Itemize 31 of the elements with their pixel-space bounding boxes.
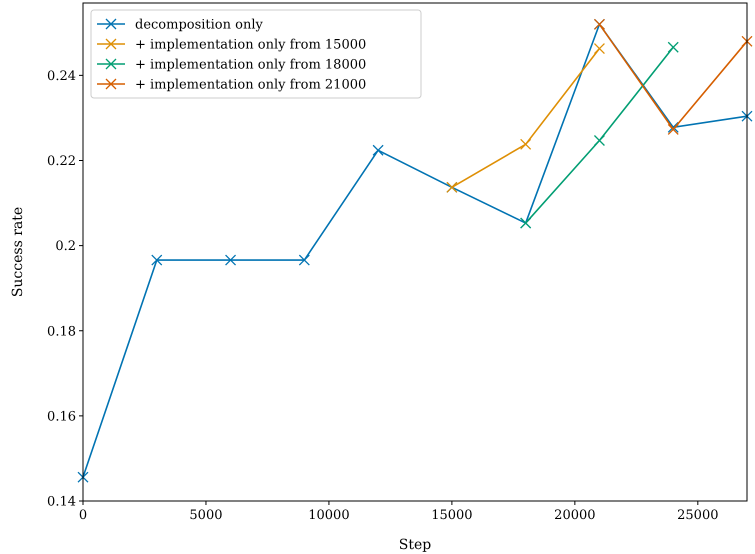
legend-label: + implementation only from 15000 (135, 38, 366, 53)
point (372, 144, 384, 156)
y-tick-label: 0.2 (55, 239, 76, 254)
point (520, 138, 532, 150)
y-tick-label: 0.16 (47, 409, 76, 424)
y-axis-title: Success rate (10, 206, 26, 298)
y-tick-label: 0.18 (47, 324, 76, 340)
point (298, 254, 310, 266)
x-tick-label: 25000 (677, 508, 718, 523)
x-axis-title: Step (398, 537, 432, 553)
x-tick-label: 20000 (554, 508, 596, 523)
y-tick-label: 0.24 (47, 68, 76, 84)
point (668, 124, 679, 136)
point (594, 42, 606, 54)
x-tick-label: 10000 (308, 508, 350, 523)
point (668, 42, 679, 53)
y-tick-label: 0.22 (47, 154, 76, 170)
legend-label: + implementation only from 21000 (135, 78, 366, 93)
point (741, 36, 753, 47)
y-tick-label: 0.14 (47, 494, 76, 510)
point (224, 254, 236, 266)
point (741, 110, 753, 122)
x-tick-label: 15000 (431, 508, 473, 523)
point (594, 134, 606, 146)
point (77, 472, 89, 483)
legend-label: + implementation only from 18000 (135, 58, 366, 73)
point (668, 122, 679, 133)
point (151, 254, 162, 266)
legend-label: decomposition only (135, 18, 264, 33)
x-tick-label: 5000 (189, 508, 223, 523)
x-tick-label: 0 (78, 508, 88, 523)
